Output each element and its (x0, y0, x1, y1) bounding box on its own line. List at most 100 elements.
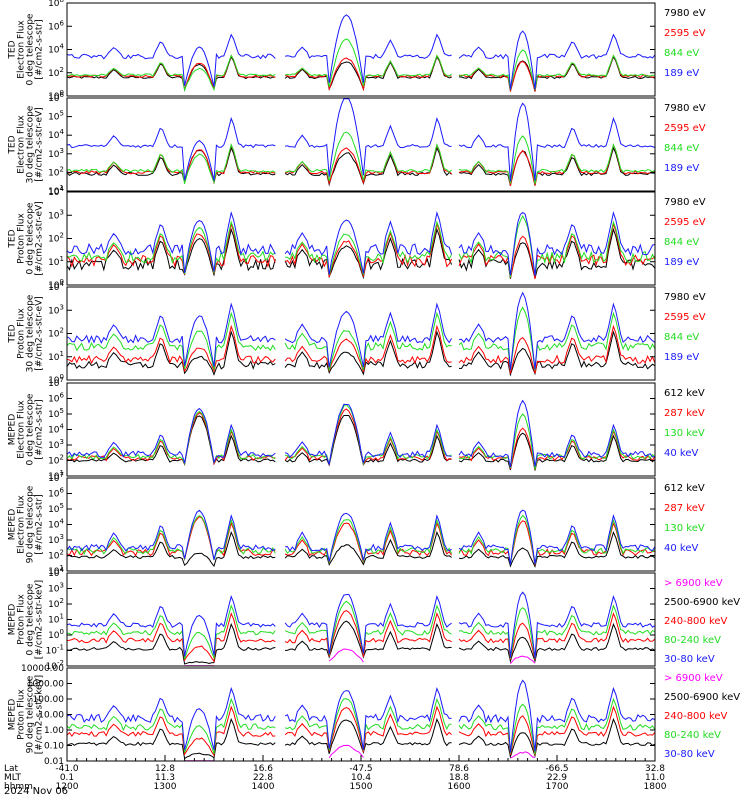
ylabel-4: TEDProton Flux30 deg telescope[#/cm2-s-s… (8, 294, 45, 372)
ytick-exp-5-6: 7 (60, 376, 64, 384)
legend-4-1: 7980 eV (664, 292, 706, 303)
ylabel-line-2-1: Electron Flux (17, 115, 27, 174)
legend-3-4: 189 eV (664, 257, 699, 268)
ylabel-line-4-1: Proton Flux (17, 308, 27, 359)
xaxis-lat-4: 78.6 (449, 764, 469, 774)
ytick-exp-6-0: 1 (60, 564, 64, 572)
panel-frame-4 (66, 286, 656, 381)
ytick-exp-2-3: 4 (60, 128, 65, 136)
ytick-label-8-4: 100.00 (33, 695, 65, 705)
series-line-2-4 (66, 98, 656, 182)
legend-1-4: 189 eV (664, 68, 699, 79)
ytick-exp-3-4: 4 (60, 185, 65, 193)
ylabel-line-5-0: MEPED (8, 414, 18, 446)
legend-1-3: 844 eV (664, 48, 699, 59)
ytick-exp-7-5: 3 (60, 582, 64, 590)
ytick-exp-5-5: 6 (60, 392, 65, 400)
legend-6-4: 40 keV (664, 543, 698, 554)
ylabel-line-6-0: MEPED (8, 509, 18, 541)
legend-6-3: 130 keV (664, 523, 705, 534)
ylabel-5: MEPEDElectron Flux0 deg telescope[#/cm2-… (8, 393, 45, 465)
ytick-exp-5-3: 4 (60, 423, 65, 431)
legend-8-5: 30-80 keV (664, 749, 715, 760)
date-label: 2024 Nov 06 (4, 786, 69, 797)
xaxis-hhmm-6: 1800 (644, 782, 667, 792)
ylabel-line-5-1: Electron Flux (17, 400, 27, 459)
ylabel-line-8-3: [#/cm2-s-str-keV] (35, 675, 45, 754)
ytick-exp-4-3: 3 (60, 303, 64, 311)
ytick-label-4-2: 102 (48, 327, 64, 340)
ytick-label-1-3: 106 (48, 19, 64, 32)
legend-5-4: 40 keV (664, 448, 698, 459)
ytick-exp-7-0: -2 (57, 659, 64, 667)
xaxis-hhmm-4: 1600 (448, 782, 471, 792)
xaxis-mlt-5: 22.9 (547, 773, 567, 783)
ytick-label-7-5: 103 (48, 582, 64, 595)
xaxis-lat-1: 12.8 (155, 764, 175, 774)
ylabel-2: TEDElectron Flux30 deg telescope[#/cm2-s… (8, 105, 45, 183)
legend-8-1: > 6900 keV (664, 673, 723, 684)
xaxis-hhmm-1: 1300 (154, 782, 177, 792)
ylabel-line-5-3: [#/cm2-s-str] (35, 399, 45, 459)
ylabel-line-8-0: MEPED (8, 699, 18, 731)
series-line-8-1 (184, 744, 536, 762)
xaxis-mlt-1: 11.3 (155, 773, 175, 783)
ylabel-line-4-3: [#/cm2-s-str-eV] (35, 296, 45, 371)
ytick-exp-4-0: 0 (60, 373, 64, 381)
ytick-label-6-4: 105 (48, 502, 64, 515)
ytick-label-2-3: 104 (48, 128, 64, 141)
ytick-label-8-0: 0.01 (44, 757, 64, 767)
ytick-label-3-1: 101 (48, 255, 64, 268)
series-line-5-3 (66, 403, 656, 470)
series-line-3-1 (66, 227, 656, 280)
ytick-exp-1-4: 8 (60, 0, 64, 4)
xaxis-mlt-4: 18.8 (449, 773, 469, 783)
ytick-label-8-1: 0.10 (44, 742, 64, 752)
series-line-6-4 (66, 509, 656, 565)
legend-7-2: 2500-6900 keV (664, 597, 740, 608)
ytick-exp-6-3: 4 (60, 518, 65, 526)
ytick-label-1-2: 104 (48, 43, 64, 56)
legend-7-3: 240-800 keV (664, 616, 728, 627)
ylabel-line-7-0: MEPED (8, 604, 18, 636)
legend-2-1: 7980 eV (664, 103, 706, 114)
ytick-exp-3-3: 3 (60, 208, 64, 216)
ytick-label-1-1: 102 (48, 66, 64, 79)
legend-6-2: 287 keV (664, 503, 705, 514)
ylabel-line-2-2: 30 deg telescope (26, 105, 36, 183)
ytick-label-8-3: 10.00 (38, 711, 64, 721)
legend-3-3: 844 eV (664, 237, 699, 248)
ytick-exp-7-6: 4 (60, 566, 65, 574)
series-line-5-2 (66, 408, 656, 470)
ytick-exp-6-6: 7 (60, 471, 64, 479)
ylabel-7: MEPEDProton Flux0 deg telescope[#/cm2-s-… (8, 580, 45, 659)
ytick-label-5-1: 102 (48, 454, 64, 467)
xaxis-row-label-1: Lat (4, 764, 19, 774)
ytick-label-5-5: 106 (48, 392, 64, 405)
legend-4-2: 2595 eV (664, 312, 706, 323)
ytick-label-6-2: 103 (48, 533, 64, 546)
ytick-label-7-4: 102 (48, 597, 64, 610)
ylabel-line-8-2: 90 deg telescope (26, 675, 36, 753)
legend-5-3: 130 keV (664, 428, 705, 439)
ytick-label-5-3: 104 (48, 423, 64, 436)
ylabel-line-1-0: TED (8, 40, 18, 59)
legend-3-2: 2595 eV (664, 217, 706, 228)
legend-2-3: 844 eV (664, 143, 699, 154)
ytick-label-2-2: 103 (48, 147, 64, 160)
ytick-exp-2-1: 2 (60, 165, 64, 173)
ytick-label-8-5: 1000.00 (27, 680, 64, 690)
ytick-exp-5-1: 2 (60, 454, 64, 462)
ylabel-1: TEDElectron Flux0 deg telescope[#/cm2-s-… (8, 13, 45, 85)
ytick-exp-6-1: 2 (60, 549, 64, 557)
ytick-label-7-3: 101 (48, 613, 64, 626)
ytick-exp-3-1: 1 (60, 255, 64, 263)
ytick-label-4-1: 101 (48, 350, 64, 363)
ytick-label-6-3: 104 (48, 518, 64, 531)
ytick-exp-4-2: 2 (60, 327, 64, 335)
xaxis-row-label-2: MLT (4, 773, 22, 783)
